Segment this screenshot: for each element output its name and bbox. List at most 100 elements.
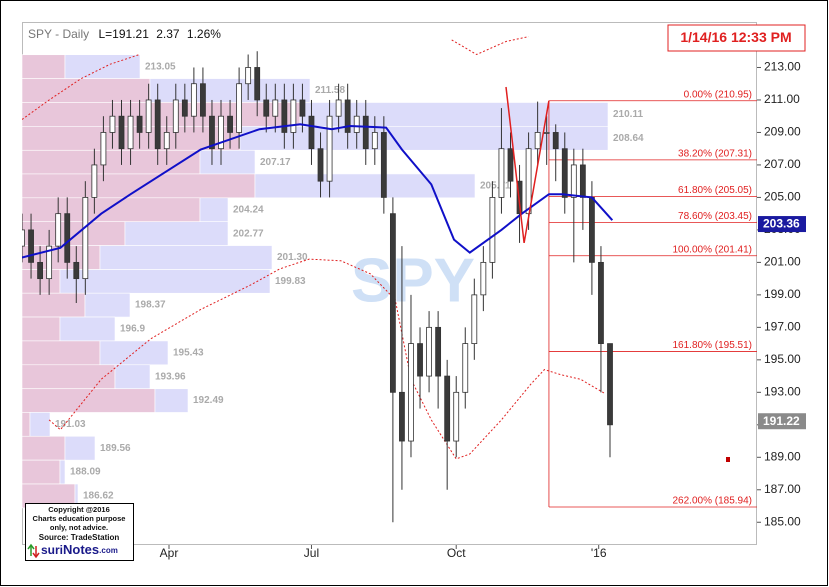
axes: 185.00187.00189.00191.00193.00195.00197.… — [160, 60, 806, 560]
profile-label: 195.43 — [173, 347, 204, 358]
marker — [726, 457, 730, 462]
candle-body — [154, 99, 161, 150]
header-title: SPY - Daily — [28, 27, 89, 41]
profile-up — [64, 54, 141, 79]
x-tick-label: Oct — [447, 546, 466, 560]
profile-up — [154, 388, 189, 413]
profile-label: 202.77 — [233, 228, 264, 239]
candle-body — [462, 343, 469, 393]
candle-body — [218, 115, 224, 150]
profile-down — [22, 292, 86, 318]
candle-body — [163, 132, 170, 150]
candle-body — [82, 197, 89, 280]
candle-body — [380, 132, 387, 198]
candle-body — [426, 326, 432, 377]
candle-body — [326, 115, 333, 182]
profile-up — [199, 197, 229, 222]
candle-body — [281, 99, 288, 133]
candle-body — [543, 132, 550, 134]
profile-label: 192.49 — [193, 395, 224, 406]
plot-front: 0.00% (210.95) 38.20% (207.31) 61.80% (205… — [22, 36, 757, 523]
fib-label: 262.00% (185.94) — [672, 496, 752, 507]
profile-down — [22, 197, 201, 222]
profile-up — [29, 412, 51, 437]
profile-up — [114, 364, 151, 389]
y-tick-label: 185.00 — [764, 514, 801, 528]
profile-down — [22, 364, 116, 389]
candle-body — [299, 99, 306, 117]
moving-average — [22, 123, 614, 259]
candle-body — [190, 83, 197, 117]
candle-body — [552, 132, 559, 150]
profile-label: 208.64 — [613, 133, 644, 144]
logo-part: .com — [99, 546, 118, 555]
y-tick-label: 213.00 — [764, 60, 801, 74]
y-tick-label: 201.00 — [764, 255, 801, 269]
candle-body — [589, 197, 595, 263]
candle-body — [73, 261, 80, 280]
profile-label: 199.83 — [275, 276, 306, 287]
fib-label: 100.00% (201.41) — [672, 244, 752, 255]
profile-up — [199, 150, 256, 175]
candle-body — [227, 115, 233, 133]
candle-body — [28, 229, 34, 263]
candle-body — [236, 83, 243, 133]
y-tick-label: 199.00 — [764, 287, 801, 301]
fib-label: 161.80% (195.51) — [672, 340, 752, 351]
profile-label: 211.58 — [315, 85, 345, 96]
candle-body — [317, 148, 324, 182]
candle-body — [453, 391, 460, 442]
candle-body — [534, 132, 541, 150]
candle-body — [118, 115, 125, 150]
note: Charts education purpose — [33, 514, 126, 523]
profile-down — [22, 316, 61, 342]
candle-body — [480, 261, 487, 296]
candle-body — [399, 391, 405, 442]
note: Copyright @2016 — [48, 505, 110, 514]
profile-down — [22, 340, 101, 366]
candle-body — [507, 148, 514, 182]
candle-body — [408, 343, 414, 442]
y-tick-label: 205.00 — [764, 190, 801, 204]
swing-line — [505, 86, 550, 244]
plot-back: 213.05 211.58 210.11 208.64 207.17 205.71 204.… — [22, 54, 644, 509]
logo: suriNotes.com — [41, 542, 118, 557]
candle-body — [263, 99, 270, 117]
y-tick-label: 189.00 — [764, 449, 801, 463]
candle-body — [245, 67, 252, 85]
profile-label: 201.30 — [277, 252, 308, 263]
candle-body — [181, 99, 188, 117]
candle-body — [127, 115, 134, 150]
x-tick-label: Apr — [160, 546, 179, 560]
candle-body — [64, 213, 71, 263]
profile-up — [84, 292, 131, 318]
candle-body — [389, 213, 396, 393]
profile-up — [254, 173, 476, 199]
candle-body — [489, 197, 496, 263]
profile-down — [22, 78, 151, 103]
note: only, not advice. — [50, 523, 108, 532]
y-tick-label: 211.00 — [764, 92, 800, 106]
band-upper — [22, 36, 529, 120]
candle-body — [579, 164, 586, 198]
profile-down — [22, 54, 66, 79]
candle-body — [444, 375, 451, 442]
profile-label: 213.05 — [145, 61, 176, 72]
profile-up — [59, 459, 66, 485]
candle-body — [209, 115, 215, 150]
timestamp-box — [667, 24, 806, 52]
y-tick-label: 209.00 — [764, 125, 801, 139]
candle-body — [435, 326, 442, 377]
profile-label: 186.62 — [83, 491, 114, 502]
logo-icon — [27, 543, 40, 559]
x-tick-label: Jul — [304, 546, 319, 560]
profile-up — [124, 221, 229, 246]
fib-label: 0.00% (210.95) — [684, 89, 752, 100]
profile-label: 191.03 — [55, 419, 86, 430]
profile-down — [22, 412, 31, 437]
profile-up — [59, 316, 116, 342]
header-change: 2.37 — [156, 27, 180, 41]
candle-body — [561, 148, 568, 198]
candle-body — [598, 261, 604, 344]
